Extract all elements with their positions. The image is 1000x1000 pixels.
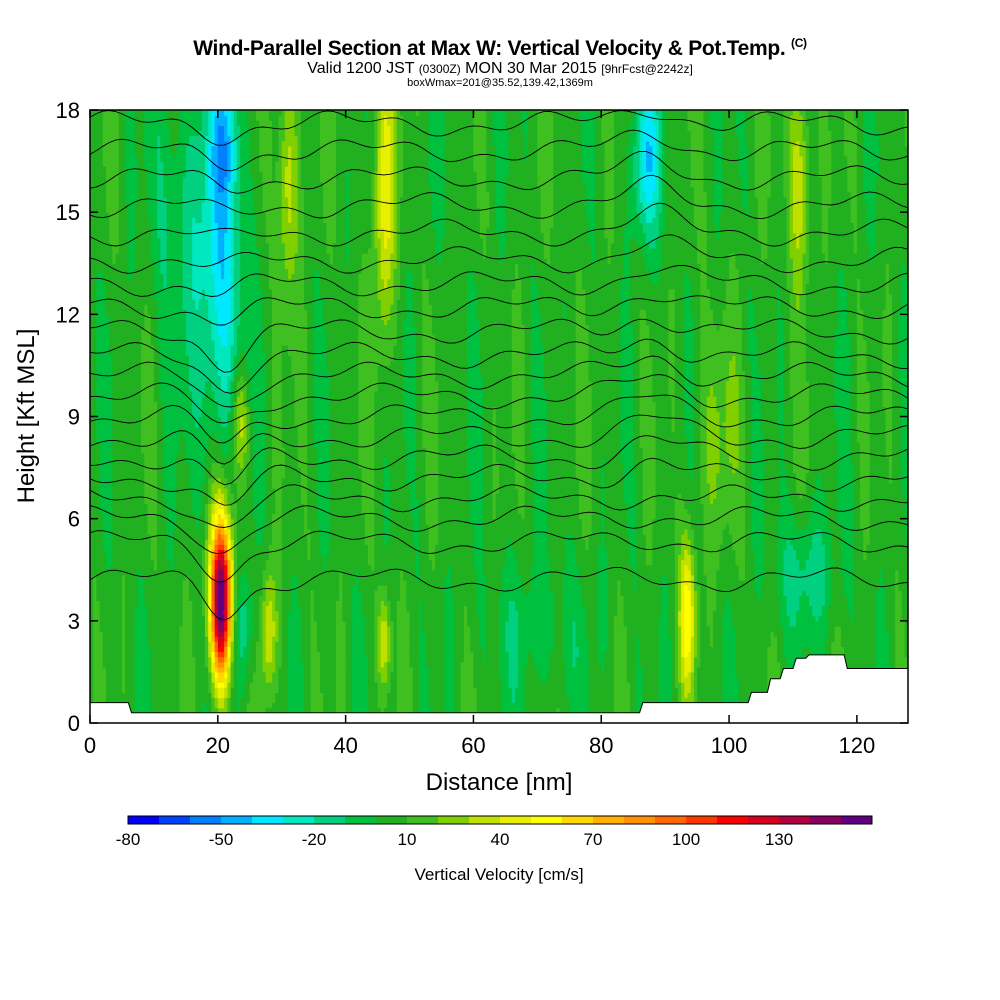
colorbar-swatch <box>686 816 717 824</box>
y-tick-label: 15 <box>56 200 80 225</box>
colorbar-tick-label: 100 <box>672 830 700 849</box>
y-tick-label: 9 <box>68 405 80 430</box>
x-tick-label: 60 <box>461 733 485 758</box>
colorbar-swatch <box>779 816 810 824</box>
x-tick-label: 120 <box>839 733 876 758</box>
colorbar-swatch <box>624 816 655 824</box>
colorbar-swatch <box>810 816 841 824</box>
y-tick-label: 0 <box>68 711 80 736</box>
colorbar-swatch <box>469 816 500 824</box>
colorbar-swatch <box>500 816 531 824</box>
colorbar-swatch <box>128 816 159 824</box>
x-axis-label: Distance [nm] <box>426 769 573 796</box>
x-tick-label: 0 <box>84 733 96 758</box>
colorbar-swatch <box>748 816 779 824</box>
colorbar-tick-label: 10 <box>398 830 417 849</box>
colorbar-swatch <box>252 816 283 824</box>
colorbar-tick-label: -50 <box>209 830 234 849</box>
y-tick-label: 18 <box>56 98 80 123</box>
colorbar-swatch <box>593 816 624 824</box>
colorbar-tick-label: 40 <box>491 830 510 849</box>
y-tick-label: 6 <box>68 507 80 532</box>
colorbar-swatch <box>221 816 252 824</box>
y-axis-label: Height [Kft MSL] <box>13 329 40 504</box>
colorbar-swatch <box>531 816 562 824</box>
y-tick-label: 12 <box>56 302 80 327</box>
x-tick-label: 20 <box>206 733 230 758</box>
y-tick-label: 3 <box>68 609 80 634</box>
x-tick-label: 100 <box>711 733 748 758</box>
x-tick-label: 40 <box>333 733 357 758</box>
colorbar-swatch <box>841 816 872 824</box>
colorbar-swatch <box>190 816 221 824</box>
colorbar-swatch <box>407 816 438 824</box>
colorbar-label: Vertical Velocity [cm/s] <box>414 865 583 884</box>
colorbar-swatch <box>159 816 190 824</box>
chart-svg: 0 20 40 60 80 100 1200369121518 Distance [nm] … <box>0 0 1000 1000</box>
colorbar-swatch <box>376 816 407 824</box>
colorbar-swatch <box>283 816 314 824</box>
colorbar-tick-label: 70 <box>584 830 603 849</box>
colorbar: -80 -50 -20 10 40 70 100 130 <box>116 816 873 849</box>
colorbar-swatch <box>562 816 593 824</box>
velocity-field <box>90 110 909 724</box>
colorbar-swatch <box>314 816 345 824</box>
colorbar-swatch <box>345 816 376 824</box>
colorbar-swatch <box>655 816 686 824</box>
colorbar-tick-label: 130 <box>765 830 793 849</box>
colorbar-tick-label: -20 <box>302 830 327 849</box>
colorbar-tick-label: -80 <box>116 830 141 849</box>
colorbar-swatch <box>438 816 469 824</box>
x-tick-label: 80 <box>589 733 613 758</box>
colorbar-swatch <box>717 816 748 824</box>
